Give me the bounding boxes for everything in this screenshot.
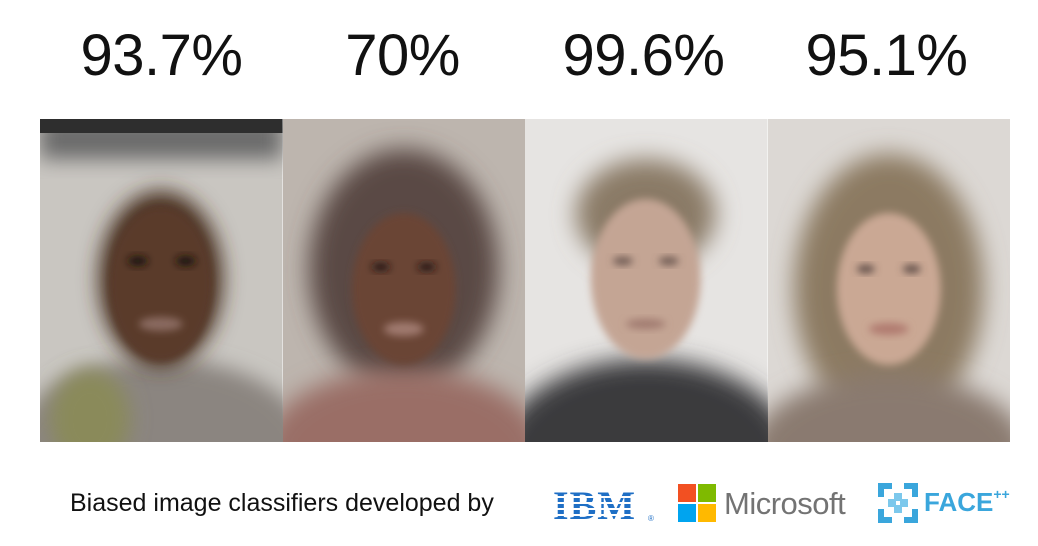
accuracy-label-2: 70% [345, 23, 460, 88]
accuracy-label-1: 93.7% [80, 23, 243, 88]
face-plus-plus-logo-text: FACE++ [924, 486, 1010, 518]
face-plus-plus-suffix: ++ [993, 486, 1010, 502]
face-plus-plus-logo-icon [876, 481, 920, 525]
caption-text: Biased image classifiers developed by [70, 489, 494, 517]
accuracy-label-3: 99.6% [562, 23, 725, 88]
face-plus-plus-name: FACE [924, 487, 994, 517]
accuracy-label-4: 95.1% [805, 23, 968, 88]
microsoft-logo-icon [678, 484, 716, 522]
average-face-1 [40, 119, 283, 442]
average-face-2 [282, 119, 525, 442]
average-face-4 [767, 119, 1010, 442]
ibm-registered-mark: ® [648, 514, 654, 523]
microsoft-logo-text: Microsoft [724, 486, 846, 521]
average-faces-strip [40, 119, 1010, 442]
average-face-3 [525, 119, 768, 442]
ibm-logo: IBM [553, 486, 636, 534]
